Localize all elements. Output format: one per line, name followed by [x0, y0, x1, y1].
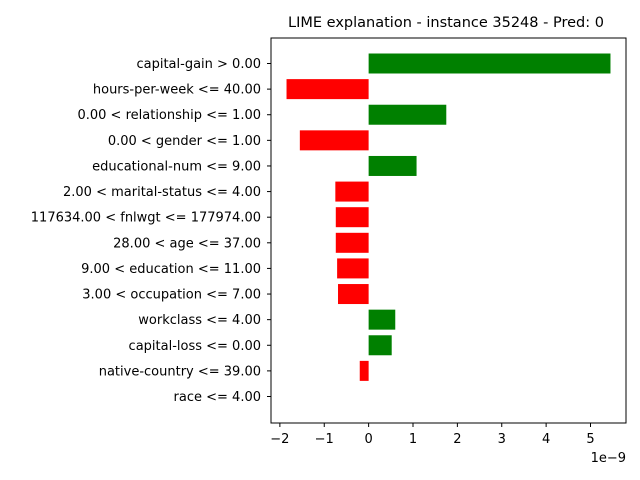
x-tick-label-2: 0 [364, 432, 372, 447]
bar-5 [335, 181, 369, 202]
bar-0 [368, 53, 611, 74]
y-axis: capital-gain > 0.00 hours-per-week <= 40.… [31, 57, 271, 405]
x-axis: −2 −1 0 1 2 3 4 5 [270, 423, 595, 447]
x-tick-label-3: 1 [409, 432, 417, 447]
y-tick-label-13: race <= 4.00 [174, 390, 261, 405]
x-tick-label-7: 5 [586, 432, 594, 447]
plot-frame [270, 37, 627, 424]
y-tick-label-6: 117634.00 < fnlwgt <= 177974.00 [31, 211, 261, 226]
bar-1 [286, 79, 369, 100]
y-tick-label-5: 2.00 < marital-status <= 4.00 [63, 185, 261, 200]
y-tick-label-10: workclass <= 4.00 [138, 313, 261, 328]
bar-7 [335, 232, 369, 253]
y-tick-label-2: 0.00 < relationship <= 1.00 [77, 108, 261, 123]
x-tick-label-4: 2 [453, 432, 461, 447]
bar-9 [338, 284, 369, 305]
x-offset-label: 1e−9 [591, 451, 626, 466]
bar-12 [359, 360, 369, 381]
x-tick-label-6: 4 [542, 432, 550, 447]
y-tick-label-8: 9.00 < education <= 11.00 [81, 262, 261, 277]
x-tick-label-1: −1 [315, 432, 334, 447]
bar-3 [299, 130, 369, 151]
chart-title: LIME explanation - instance 35248 - Pred… [288, 15, 604, 31]
y-tick-label-4: educational-num <= 9.00 [92, 159, 261, 174]
bars-group [286, 53, 611, 381]
bar-2 [368, 104, 447, 125]
y-tick-label-11: capital-loss <= 0.00 [129, 339, 261, 354]
bar-6 [335, 207, 369, 228]
y-tick-label-9: 3.00 < occupation <= 7.00 [82, 288, 261, 303]
y-tick-label-0: capital-gain > 0.00 [136, 57, 261, 72]
bar-4 [368, 155, 417, 176]
y-tick-label-1: hours-per-week <= 40.00 [93, 83, 261, 98]
y-tick-label-12: native-country <= 39.00 [99, 364, 261, 379]
x-tick-label-0: −2 [270, 432, 289, 447]
bar-8 [337, 258, 369, 279]
bar-11 [368, 335, 392, 356]
x-tick-label-5: 3 [498, 432, 506, 447]
y-tick-label-7: 28.00 < age <= 37.00 [113, 236, 261, 251]
y-tick-label-3: 0.00 < gender <= 1.00 [108, 134, 261, 149]
bar-10 [368, 309, 396, 330]
